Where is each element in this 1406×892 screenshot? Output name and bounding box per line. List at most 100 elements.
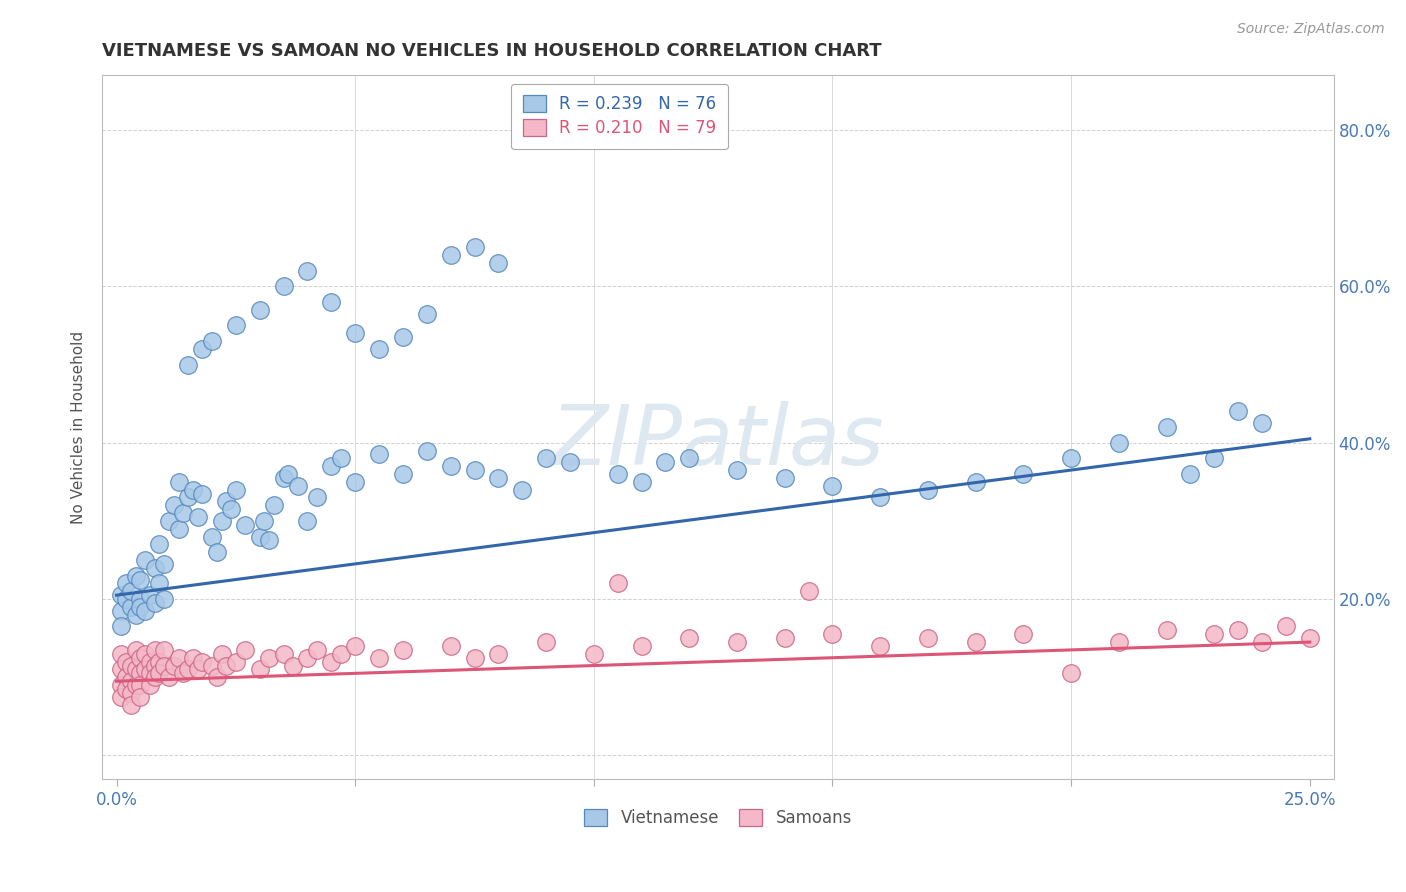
Point (157, 514, 180, 528)
Point (177, 663, 200, 677)
Point (534, 635, 557, 649)
Point (1108, 435, 1130, 450)
Point (440, 459, 463, 474)
Point (110, 619, 132, 633)
Point (1227, 404, 1250, 418)
Point (201, 658, 224, 673)
Point (1204, 451, 1226, 466)
Point (249, 302, 271, 317)
Point (129, 599, 152, 614)
Point (143, 596, 166, 610)
Point (1227, 624, 1250, 638)
Point (153, 592, 176, 607)
Point (582, 647, 605, 661)
Point (259, 533, 281, 548)
Point (965, 475, 987, 489)
Text: VIETNAMESE VS SAMOAN NO VEHICLES IN HOUSEHOLD CORRELATION CHART: VIETNAMESE VS SAMOAN NO VEHICLES IN HOUS… (103, 42, 882, 60)
Y-axis label: No Vehicles in Household: No Vehicles in Household (72, 331, 86, 524)
Point (219, 502, 242, 516)
Point (134, 553, 156, 567)
Point (124, 663, 146, 677)
Point (129, 690, 152, 704)
Point (678, 451, 700, 466)
Point (773, 471, 796, 485)
Point (139, 655, 162, 669)
Point (725, 463, 748, 477)
Point (1012, 627, 1035, 641)
Point (167, 650, 190, 665)
Point (115, 576, 138, 591)
Point (172, 666, 194, 681)
Point (249, 663, 271, 677)
Point (486, 471, 509, 485)
Point (917, 483, 939, 497)
Point (134, 604, 156, 618)
Point (120, 698, 142, 712)
Point (129, 678, 152, 692)
Point (965, 635, 987, 649)
Point (821, 627, 844, 641)
Point (191, 342, 214, 356)
Point (1060, 451, 1083, 466)
Point (148, 537, 170, 551)
Legend: Vietnamese, Samoans: Vietnamese, Samoans (576, 803, 859, 834)
Point (558, 455, 581, 469)
Point (1108, 635, 1130, 649)
Point (273, 471, 295, 485)
Point (1156, 624, 1178, 638)
Point (273, 279, 295, 293)
Point (215, 494, 238, 508)
Point (124, 643, 146, 657)
Point (181, 650, 204, 665)
Point (120, 658, 142, 673)
Point (368, 650, 391, 665)
Point (120, 686, 142, 700)
Point (139, 678, 162, 692)
Point (187, 663, 209, 677)
Point (725, 635, 748, 649)
Point (201, 529, 224, 543)
Point (120, 599, 142, 614)
Point (630, 475, 652, 489)
Point (392, 467, 415, 481)
Point (115, 681, 138, 696)
Point (440, 639, 463, 653)
Point (143, 561, 166, 575)
Point (277, 467, 299, 481)
Point (129, 592, 152, 607)
Point (143, 670, 166, 684)
Point (110, 690, 132, 704)
Point (163, 658, 186, 673)
Point (869, 639, 891, 653)
Point (534, 451, 557, 466)
Point (297, 263, 319, 277)
Point (1275, 619, 1298, 633)
Text: ZIPatlas: ZIPatlas (551, 401, 884, 482)
Point (297, 514, 319, 528)
Point (321, 295, 343, 310)
Point (134, 663, 156, 677)
Point (120, 674, 142, 689)
Text: Source: ZipAtlas.com: Source: ZipAtlas.com (1237, 22, 1385, 37)
Point (139, 588, 162, 602)
Point (917, 631, 939, 645)
Point (630, 639, 652, 653)
Point (205, 670, 228, 684)
Point (463, 650, 485, 665)
Point (321, 459, 343, 474)
Point (115, 592, 138, 607)
Point (157, 670, 180, 684)
Point (115, 670, 138, 684)
Point (281, 658, 304, 673)
Point (124, 568, 146, 582)
Point (225, 655, 247, 669)
Point (124, 607, 146, 622)
Point (344, 639, 367, 653)
Point (129, 573, 152, 587)
Point (297, 650, 319, 665)
Point (392, 330, 415, 344)
Point (110, 678, 132, 692)
Point (148, 666, 170, 681)
Point (368, 342, 391, 356)
Point (115, 655, 138, 669)
